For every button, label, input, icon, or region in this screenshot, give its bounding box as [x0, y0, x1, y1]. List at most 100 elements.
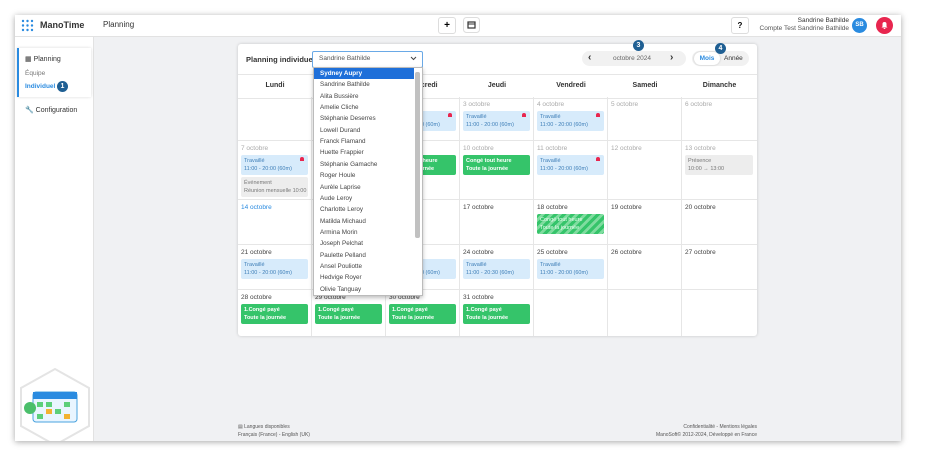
event[interactable]: 1.Congé payé Toute la journée — [315, 304, 382, 324]
day-date: 17 octobre — [463, 204, 494, 211]
languages-title: ▤ Langues disponibles — [238, 424, 290, 430]
dropdown-option[interactable]: Alita Bussière — [320, 92, 359, 100]
dropdown-option[interactable]: Huette Frappier — [320, 149, 364, 157]
event[interactable]: Travaillé 11:00 - 20:00 (60m) — [537, 111, 604, 131]
event-title: Travaillé — [244, 158, 265, 164]
help-button[interactable]: ? — [731, 17, 749, 34]
day-date: 26 octobre — [611, 249, 642, 256]
day-cell — [608, 245, 682, 290]
day-date: 30 octobre — [389, 294, 420, 301]
event-title: Travaillé — [540, 158, 561, 164]
event-time: 11:00 - 20:00 (60m) — [466, 122, 514, 128]
event-title: 1.Congé payé — [466, 307, 502, 313]
dropdown-option[interactable]: Stéphanie Deserres — [320, 115, 376, 123]
day-date: 4 octobre — [537, 101, 565, 108]
day-cell — [238, 141, 312, 200]
event[interactable]: Travaillé 11:00 - 20:00 (60m) — [537, 259, 604, 279]
dropdown-list — [313, 67, 423, 296]
day-cell — [682, 200, 757, 245]
event[interactable]: Travaillé 11:00 - 20:00 (60m) — [241, 155, 308, 175]
event-title: Travaillé — [466, 262, 487, 268]
event[interactable]: Travaillé 11:00 - 20:00 (60m) — [241, 259, 308, 279]
brand: ManoTime — [40, 20, 85, 30]
event[interactable]: Présence 10:00 → 13:00 — [685, 155, 753, 175]
dropdown-option[interactable]: Amelie Cliche — [320, 104, 359, 112]
event-title: Congé tout heure — [540, 217, 583, 223]
day-date: 31 octobre — [463, 294, 494, 301]
event-time: 11:00 - 20:00 (60m) — [540, 166, 588, 172]
view-year[interactable]: Année — [724, 55, 743, 62]
view-month[interactable]: Mois — [694, 52, 720, 65]
calendar-button[interactable] — [463, 17, 480, 33]
bell-icon — [300, 157, 304, 161]
dropdown-option[interactable]: Olivie Tanguay — [320, 285, 362, 293]
dropdown-option[interactable]: Hedvige Royer — [320, 274, 362, 282]
dropdown-option[interactable]: Aude Leroy — [320, 194, 353, 202]
avatar[interactable]: SB — [852, 18, 867, 33]
dropdown-option[interactable]: Armina Morin — [320, 228, 358, 236]
event[interactable]: Travaillé 11:00 - 20:00 (60m) — [463, 111, 530, 131]
day-date: 7 octobre — [241, 145, 269, 152]
menu-team[interactable]: Équipe — [25, 70, 46, 77]
day-date: 13 octobre — [685, 145, 716, 152]
day-cell — [312, 290, 386, 336]
event[interactable]: Travaillé 11:00 - 20:00 (60m) — [537, 155, 604, 175]
day-date: 24 octobre — [463, 249, 494, 256]
card-title: Planning individuel — [246, 55, 315, 64]
event[interactable]: 1.Congé payé Toute la journée — [241, 304, 308, 324]
weekday: Vendredi — [556, 82, 586, 89]
apps-icon[interactable] — [21, 19, 34, 32]
weekday: Lundi — [265, 82, 285, 89]
dropdown-option[interactable]: Ansel Pouliotte — [320, 262, 363, 270]
dropdown-option[interactable]: Aurèle Laprise — [320, 183, 361, 191]
event[interactable]: 1.Congé payé Toute la journée — [389, 304, 456, 324]
menu-label: ▦ — [25, 56, 34, 63]
weekday: Mercredi — [408, 82, 438, 89]
prev-button[interactable]: ‹ — [588, 52, 592, 63]
event[interactable]: Congé tout heure Toute la journée — [463, 155, 530, 175]
dropdown-option[interactable]: Stéphanie Gamache — [320, 160, 378, 168]
weekday: Dimanche — [702, 82, 737, 89]
dropdown-option[interactable]: Franck Flamand — [320, 138, 366, 146]
dropdown-option[interactable]: Roger Houle — [320, 172, 356, 180]
dropdown-option[interactable]: Sydney Aupry — [314, 68, 414, 79]
day-date: 21 octobre — [241, 249, 272, 256]
dropdown-option[interactable]: Joseph Pelchat — [320, 240, 364, 248]
day-cell — [386, 245, 460, 290]
languages[interactable]: Français (France) - English (UK) — [238, 432, 310, 438]
day-date: 5 octobre — [611, 101, 639, 108]
add-button[interactable]: + — [438, 17, 456, 34]
day-cell — [608, 290, 682, 336]
dropdown-option[interactable]: Lowell Durand — [320, 126, 361, 134]
menu-individual[interactable]: Individuel — [25, 83, 56, 90]
next-button[interactable]: › — [670, 52, 674, 63]
day-cell — [682, 245, 757, 290]
dropdown-option[interactable]: Sandrine Bathilde — [320, 81, 370, 89]
menu-configuration[interactable]: 🔧 Configuration — [25, 106, 77, 114]
day-date: 20 octobre — [685, 204, 716, 211]
select-value: Sandrine Bathilde — [319, 55, 371, 62]
bell-icon — [596, 113, 600, 117]
bell-icon — [596, 157, 600, 161]
notification-button[interactable] — [876, 17, 893, 34]
event-title: 1.Congé payé — [392, 307, 428, 313]
day-cell — [460, 97, 534, 141]
event[interactable]: 1.Congé payé Toute la journée — [463, 304, 530, 324]
dropdown-option[interactable]: Charlotte Leroy — [320, 206, 364, 214]
day-cell — [534, 290, 608, 336]
day-date: 19 octobre — [611, 204, 642, 211]
dropdown-option[interactable]: Matilda Michaud — [320, 217, 366, 225]
menu-label: Planning — [33, 56, 61, 63]
day-cell — [238, 200, 312, 245]
event-time: 11:00 - 20:30 (60m) — [466, 270, 514, 276]
event-time: 11:00 - 20:00 (60m) — [244, 166, 292, 172]
event[interactable]: Travaillé 11:00 - 20:30 (60m) — [463, 259, 530, 279]
menu-planning[interactable]: ▦ Planning — [25, 55, 61, 63]
event[interactable]: Congé tout heure Toute la journée — [537, 214, 604, 234]
dropdown-option[interactable]: Paulette Pelland — [320, 251, 366, 259]
day-cell — [460, 141, 534, 200]
page-title: Planning — [103, 20, 135, 29]
legal-links[interactable]: Confidentialité - Mentions légales — [683, 424, 757, 430]
event[interactable]: Événement Réunion mensuelle 10:00 — [241, 177, 308, 197]
day-cell — [534, 200, 608, 245]
